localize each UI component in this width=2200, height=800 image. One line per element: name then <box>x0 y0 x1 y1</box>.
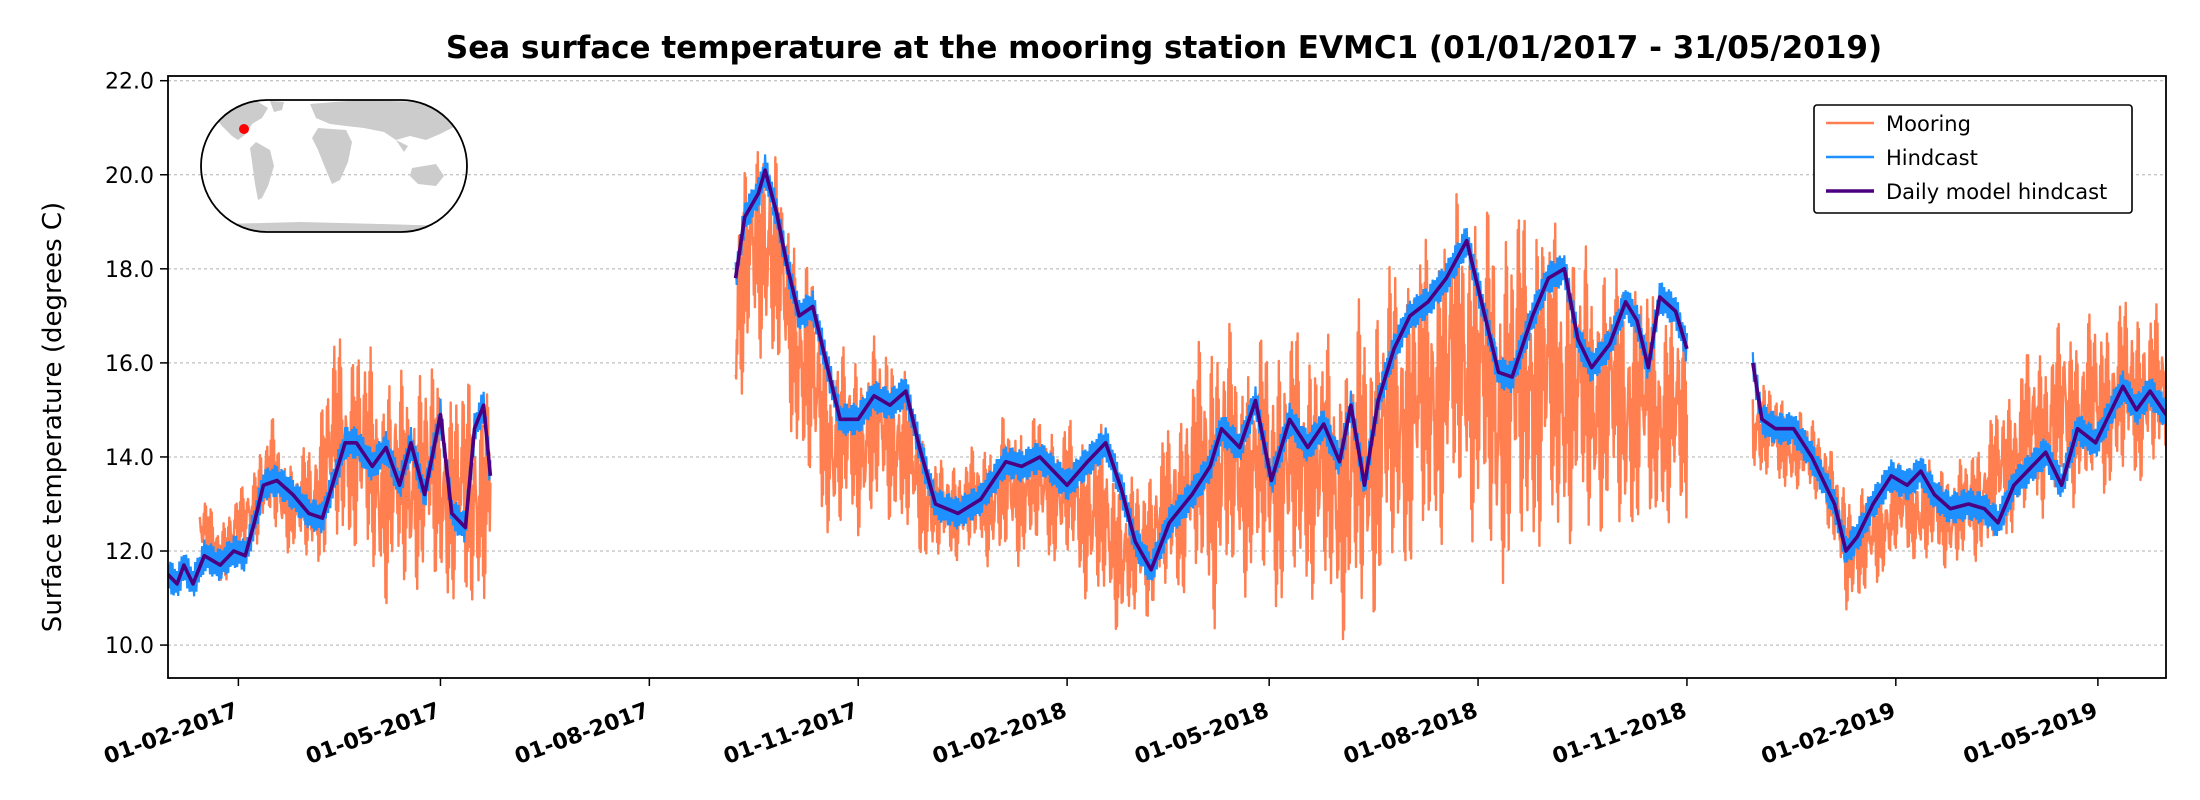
y-tick-label: 16.0 <box>105 352 154 377</box>
x-tick-label: 01-05-2018 <box>1132 698 1273 770</box>
x-tick-label: 01-02-2017 <box>101 698 242 770</box>
mooring-line <box>734 150 1689 641</box>
x-tick-label: 01-05-2019 <box>1960 698 2101 770</box>
x-tick-label: 01-11-2018 <box>1549 698 1690 770</box>
hindcast-line <box>734 154 1688 581</box>
map-outline <box>200 99 468 233</box>
y-tick-label: 18.0 <box>105 258 154 283</box>
daily-hindcast-line <box>168 403 493 586</box>
y-axis-label: Surface temperature (degrees C) <box>38 202 68 632</box>
legend-frame <box>1813 104 2133 214</box>
daily-hindcast-line <box>733 168 1689 572</box>
plot-frame <box>167 75 2167 679</box>
y-tick-label: 14.0 <box>105 446 154 471</box>
legend-mooring-label: Mooring <box>1886 112 1971 136</box>
y-axis-ticks: 10.0 12.0 14.0 16.0 18.0 20.0 22.0 <box>105 70 168 659</box>
y-tick-label: 10.0 <box>105 634 154 659</box>
x-tick-label: 01-02-2018 <box>929 698 1070 770</box>
x-tick-label: 01-08-2018 <box>1340 698 1481 770</box>
legend-daily-label: Daily model hindcast <box>1886 180 2107 204</box>
x-tick-label: 01-05-2017 <box>303 698 444 770</box>
x-axis-ticks: 01-02-2017 01-05-2017 01-08-2017 01-11-2017… <box>101 678 2101 770</box>
y-tick-label: 22.0 <box>105 70 154 95</box>
mooring-series <box>198 150 2166 641</box>
y-tick-label: 20.0 <box>105 164 154 189</box>
map-land <box>212 100 460 232</box>
daily-hindcast-line <box>1751 362 2166 553</box>
legend: Mooring Hindcast Daily model hindcast <box>1813 104 2133 214</box>
station-marker-icon <box>239 124 249 134</box>
daily-hindcast-series <box>168 168 2166 586</box>
x-tick-label: 01-11-2017 <box>721 698 862 770</box>
y-tick-label: 12.0 <box>105 540 154 565</box>
legend-hindcast-label: Hindcast <box>1886 146 1978 170</box>
chart-title: Sea surface temperature at the mooring s… <box>446 30 1882 66</box>
x-tick-label: 01-02-2019 <box>1758 698 1899 770</box>
hindcast-line <box>1751 352 2166 563</box>
x-tick-label: 01-08-2017 <box>512 698 653 770</box>
world-map-inset <box>200 99 468 233</box>
